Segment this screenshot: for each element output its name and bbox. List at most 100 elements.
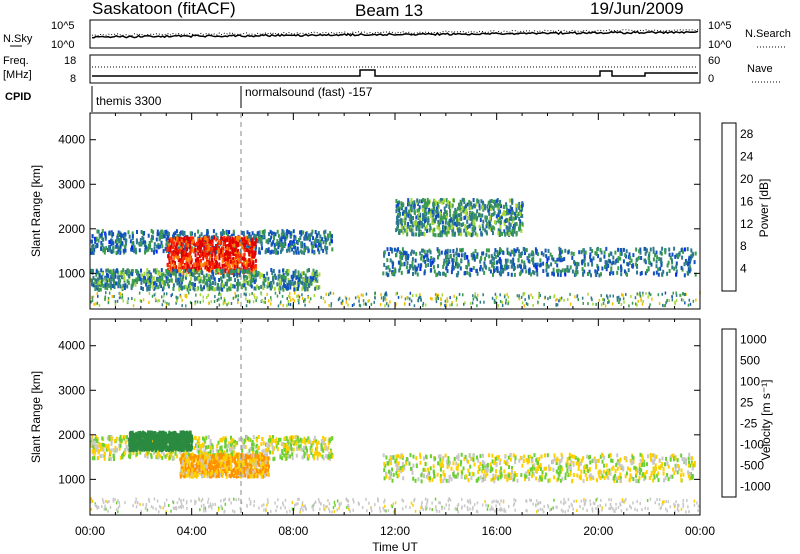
heatmap-cell [415,293,418,297]
heatmap-cell [296,241,299,245]
heatmap-cell [231,261,234,266]
heatmap-cell [168,302,170,306]
heatmap-cell [177,277,180,282]
heatmap-cell [312,244,315,249]
heatmap-cell [190,236,193,241]
y-tick-label: 4000 [58,133,85,147]
heatmap-cell [440,301,442,305]
heatmap-cell [156,453,159,458]
heatmap-cell [445,217,448,222]
heatmap-cell [119,437,122,442]
heatmap-cell [241,283,244,288]
heatmap-cell [278,287,280,292]
heatmap-cell [251,292,253,295]
heatmap-cell [208,264,211,269]
heatmap-cell [316,233,319,238]
heatmap-cell [644,247,647,251]
heatmap-cell [296,435,299,440]
heatmap-cell [444,220,447,225]
heatmap-cell [180,295,182,299]
heatmap-cell [103,454,106,459]
heatmap-cell [422,198,425,202]
heatmap-cell [168,238,171,243]
heatmap-cell [487,200,490,205]
heatmap-cell [208,251,211,256]
heatmap-cell [465,212,468,217]
heatmap-cell [196,444,198,449]
heatmap-cell [316,238,319,243]
heatmap-cell [514,215,517,220]
heatmap-cell [556,263,559,268]
heatmap-cell [160,268,163,273]
heatmap-cell [118,239,121,244]
heatmap-cell [317,440,320,445]
heatmap-cell [197,229,200,234]
heatmap-cell [269,450,272,455]
heatmap-cell [150,279,153,284]
heatmap-cell [153,246,156,251]
heatmap-cell [509,205,512,210]
heatmap-cell [404,255,407,260]
heatmap-cell [288,446,291,451]
heatmap-cell [329,456,332,461]
heatmap-cell [109,436,112,441]
heatmap-cell [489,224,492,229]
heatmap-cell [396,207,399,212]
heatmap-cell [649,293,652,297]
heatmap-cell [490,199,493,203]
heatmap-cell [412,232,415,237]
heatmap-cell [194,243,197,248]
heatmap-cell [440,298,442,301]
heatmap-cell [524,298,526,302]
heatmap-cell [140,268,142,273]
heatmap-cell [277,276,280,281]
heatmap-cell [195,276,198,281]
heatmap-cell [426,254,429,259]
heatmap-cell [645,292,647,295]
heatmap-cell [504,212,507,217]
heatmap-cell [112,453,115,458]
heatmap-cell [411,263,414,268]
heatmap-cell [631,301,634,305]
heatmap-cell [430,256,433,260]
heatmap-cell [476,271,479,276]
heatmap-cell [602,298,604,302]
heatmap-cell [114,302,117,306]
heatmap-cell [187,253,190,258]
heatmap-cell [214,295,216,299]
heatmap-cell [300,244,303,249]
heatmap-cell [474,249,477,253]
heatmap-cell [503,229,506,234]
heatmap-cell [475,217,478,222]
heatmap-cell [312,268,315,273]
heatmap-cell [259,236,262,241]
heatmap-cell [170,278,173,283]
heatmap-cell [124,440,127,445]
heatmap-cell [250,266,253,271]
heatmap-cell [209,254,212,259]
heatmap-cell [228,463,231,468]
heatmap-cell [277,441,280,445]
heatmap-cell [508,232,511,236]
heatmap-cell [119,292,121,295]
heatmap-cell [491,296,494,300]
heatmap-cell [627,268,630,273]
heatmap-cell [200,232,203,237]
heatmap-cell [134,247,137,252]
heatmap-cell [281,244,284,249]
heatmap-cell [312,276,315,280]
heatmap-cell [482,226,485,231]
heatmap-cell [221,229,224,233]
heatmap-cell [321,454,324,459]
heatmap-cell [221,279,223,284]
heatmap-cell [533,263,535,268]
heatmap-cell [207,235,210,240]
heatmap-cell [464,223,467,228]
heatmap-cell [455,296,458,300]
heatmap-cell [395,220,398,225]
heatmap-cell [257,271,260,275]
heatmap-cell [500,271,503,276]
heatmap-cell [233,252,236,256]
heatmap-cell [162,272,165,277]
heatmap-cell [93,283,96,288]
